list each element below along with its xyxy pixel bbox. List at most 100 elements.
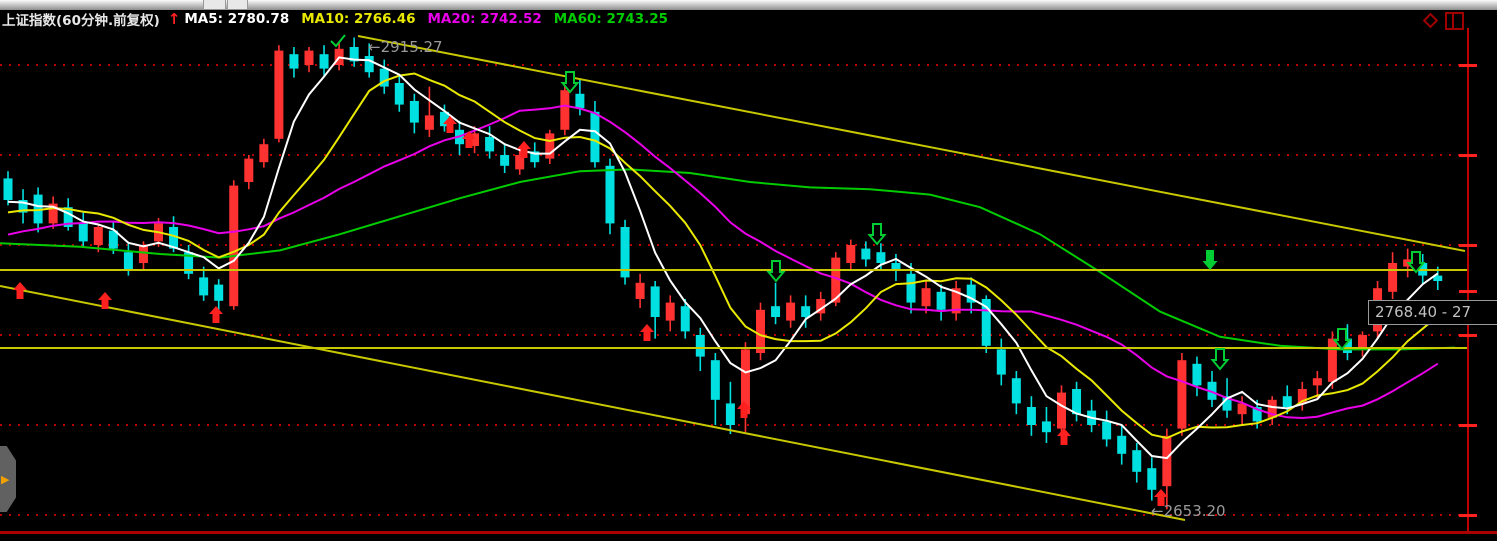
candle-down <box>996 349 1006 375</box>
candle-down <box>500 155 510 166</box>
candle-up <box>424 115 434 130</box>
toolbar-button[interactable] <box>203 0 226 9</box>
candle-down <box>1041 421 1051 433</box>
buy-signal-arrow <box>13 282 27 299</box>
ma10-legend: MA10: 2766.46 <box>301 11 416 27</box>
candle-up <box>1358 335 1367 350</box>
candle-up <box>229 185 239 307</box>
candle-down <box>364 56 374 73</box>
candle-up <box>1162 435 1172 487</box>
candle-down <box>906 273 916 303</box>
candle-down <box>590 111 600 163</box>
window-toolbar-strip <box>0 0 1497 10</box>
candle-up <box>1177 360 1187 429</box>
candle-down <box>1282 396 1292 407</box>
sell-signal-arrow-hollow <box>867 223 887 246</box>
candle-down <box>1252 407 1262 422</box>
candle-up <box>740 349 750 415</box>
candle-down <box>575 93 585 109</box>
sell-signal-arrow-hollow <box>1406 251 1426 274</box>
candle-down <box>319 54 329 69</box>
ma5-legend: MA5: 2780.78 <box>184 11 290 27</box>
candle-down <box>485 137 495 152</box>
candle-up <box>816 299 826 314</box>
candle-down <box>650 286 660 317</box>
candle-down <box>620 227 630 278</box>
axis-tick <box>1459 514 1477 517</box>
buy-signal-arrow <box>443 116 457 133</box>
split-window-icon[interactable] <box>1444 11 1465 30</box>
candle-down <box>530 151 540 163</box>
candle-up <box>831 257 841 303</box>
ma60-line <box>0 168 1456 351</box>
candle-up <box>259 144 269 163</box>
candle-down <box>349 47 359 62</box>
up-trend-icon: ↑ <box>167 10 181 28</box>
candle-down <box>123 252 133 271</box>
candle-up <box>1057 392 1066 429</box>
buy-signal-arrow <box>209 306 223 323</box>
toolbar-button[interactable] <box>227 0 248 9</box>
candle-down <box>876 252 886 263</box>
sell-signal-arrow-hollow <box>766 260 786 283</box>
candle-down <box>78 223 88 242</box>
diamond-icon[interactable] <box>1421 11 1440 30</box>
axis-tick <box>1459 334 1477 337</box>
candle-up <box>635 282 645 299</box>
candle-up <box>560 90 570 130</box>
candle-down <box>409 101 419 123</box>
candle-down <box>379 68 389 87</box>
buy-signal-arrow <box>737 401 751 418</box>
ma10-line <box>7 72 1439 440</box>
ma20-legend: MA20: 2742.52 <box>427 11 542 27</box>
candle-down <box>1132 450 1142 472</box>
low-price-label: ←2653.20 <box>1151 502 1226 520</box>
candle-up <box>93 227 103 245</box>
candle-down <box>63 207 73 227</box>
candle-up <box>756 309 765 353</box>
candle-up <box>1327 338 1337 382</box>
candle-down <box>1072 389 1082 415</box>
candle-down <box>33 194 43 224</box>
candle-up <box>244 158 254 182</box>
expand-triangle-icon: ▶ <box>1 472 10 486</box>
candle-down <box>981 299 991 346</box>
candle-up <box>786 302 796 321</box>
ma20-line <box>7 104 1439 420</box>
candle-up <box>138 245 148 263</box>
candle-up <box>1297 389 1307 404</box>
sell-signal-arrow-hollow <box>560 71 580 94</box>
candle-up <box>951 288 961 314</box>
candle-down <box>1342 338 1352 353</box>
candle-up <box>1312 378 1322 386</box>
candle-down <box>108 230 118 249</box>
chart-header: 上证指数(60分钟.前复权) ↑ MA5: 2780.78 MA10: 2766… <box>0 10 1497 30</box>
trend-channel-line <box>0 285 1186 521</box>
candle-down <box>936 291 946 310</box>
axis-tick <box>1459 64 1477 67</box>
sell-signal-arrow-hollow <box>1332 328 1352 351</box>
trend-channel-line <box>357 35 1466 252</box>
axis-tick <box>1459 154 1477 157</box>
buy-signal-arrow <box>640 324 654 341</box>
sidebar-expand-handle[interactable]: ▶ <box>0 446 16 512</box>
candle-down <box>710 360 720 400</box>
sell-signal-arrow-hollow <box>1210 348 1230 371</box>
candle-up <box>1388 263 1398 292</box>
candle-down <box>1102 421 1112 440</box>
symbol-title: 上证指数(60分钟.前复权) <box>2 13 160 29</box>
sell-signal-arrow-solid <box>1202 250 1218 270</box>
candle-up <box>665 302 675 321</box>
candle-down <box>680 306 690 332</box>
candle-down <box>1433 275 1443 281</box>
candle-down <box>439 111 449 127</box>
buy-signal-arrow <box>517 141 531 158</box>
peak-check-mark <box>330 34 346 48</box>
candle-down <box>891 263 901 271</box>
buy-signal-arrow <box>98 292 112 309</box>
ma60-legend: MA60: 2743.25 <box>553 11 669 27</box>
candle-up <box>515 155 525 170</box>
candle-up <box>304 50 314 65</box>
